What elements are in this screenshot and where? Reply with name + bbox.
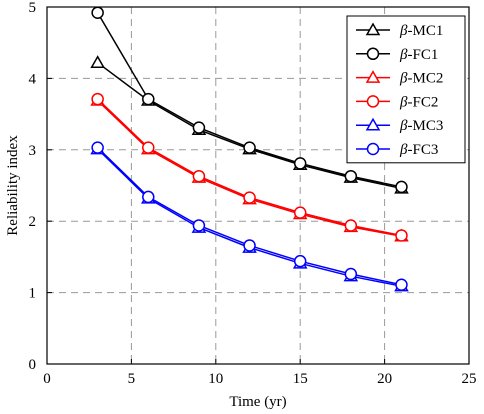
legend-label: β-MC2: [399, 71, 443, 87]
legend-series-name: FC2: [412, 94, 438, 110]
legend-box: [346, 15, 466, 164]
legend: β-MC1 β-FC1 β-MC2 β-FC2 β-MC3 β-FC3: [346, 15, 466, 164]
data-point: [91, 6, 104, 19]
legend-label: β-FC1: [399, 47, 438, 63]
legend-label: β-MC1: [399, 23, 443, 39]
series-layer: [90, 6, 409, 292]
x-tick-label: 25: [462, 371, 477, 387]
series-line: [97, 147, 402, 286]
legend-series-name: FC3: [412, 142, 438, 158]
data-point: [90, 55, 105, 68]
data-point: [91, 92, 104, 106]
legend-entry: β-FC2: [356, 94, 438, 110]
legend-series-name: MC2: [412, 71, 443, 87]
series-fc2: [91, 92, 408, 242]
data-point: [293, 157, 307, 170]
x-tick-label: 0: [43, 371, 51, 387]
legend-label: β-MC3: [399, 118, 443, 134]
data-point: [142, 92, 155, 106]
data-point: [192, 121, 206, 134]
legend-marker: [365, 70, 381, 83]
y-tick-label: 0: [29, 357, 37, 373]
data-point: [243, 141, 256, 154]
data-point: [344, 267, 358, 281]
y-tick-label: 4: [29, 71, 37, 87]
series-mc3: [90, 141, 409, 292]
legend-series-name: MC3: [412, 118, 443, 134]
legend-entry: β-MC1: [356, 22, 443, 39]
axis-ticks: 0 5 10 15 20 25 0 1 2 3 4 5: [29, 0, 477, 387]
legend-entry: β-FC3: [356, 142, 438, 158]
data-point: [293, 254, 307, 268]
legend-prefix: β: [399, 142, 408, 158]
legend-marker: [365, 117, 381, 131]
plot-frame: [46, 6, 470, 365]
legend-entry: β-FC1: [356, 47, 438, 63]
data-point: [344, 169, 358, 183]
legend-marker: [365, 22, 381, 36]
legend-series-name: FC1: [412, 47, 438, 63]
y-tick-label: 3: [29, 143, 37, 159]
data-point: [395, 229, 408, 242]
legend-label: β-FC3: [399, 142, 438, 158]
legend-series-name: MC1: [412, 23, 443, 39]
series-fc3: [91, 141, 408, 291]
legend-marker: [366, 95, 380, 108]
legend-entry: β-MC3: [356, 117, 443, 134]
data-point: [142, 141, 155, 154]
legend-prefix: β: [399, 71, 408, 87]
y-tick-label: 1: [29, 286, 37, 302]
y-axis-label: Reliability index: [5, 135, 21, 236]
data-point: [243, 191, 256, 204]
legend-prefix: β: [399, 47, 408, 63]
series-fc1: [91, 6, 408, 194]
legend-label: β-FC2: [399, 94, 438, 110]
legend-marker: [366, 47, 380, 61]
y-tick-label: 5: [29, 0, 37, 16]
x-tick-label: 20: [377, 371, 392, 387]
legend-entry: β-MC2: [356, 70, 443, 87]
data-point: [243, 239, 256, 252]
data-point: [293, 206, 307, 219]
x-tick-label: 15: [293, 371, 308, 387]
data-point: [395, 278, 408, 291]
data-point: [192, 219, 206, 232]
legend-marker: [366, 142, 380, 156]
y-tick-label: 2: [29, 214, 37, 230]
data-point: [395, 180, 408, 194]
legend-prefix: β: [399, 23, 408, 39]
legend-prefix: β: [399, 118, 408, 134]
x-axis-label: Time (yr): [229, 394, 286, 410]
x-tick-label: 10: [208, 371, 223, 387]
series-line: [97, 148, 402, 287]
data-point: [192, 169, 206, 183]
data-point: [142, 190, 155, 204]
data-point: [344, 219, 358, 232]
data-point: [91, 141, 104, 154]
legend-prefix: β: [399, 94, 408, 110]
x-tick-label: 5: [128, 371, 136, 387]
